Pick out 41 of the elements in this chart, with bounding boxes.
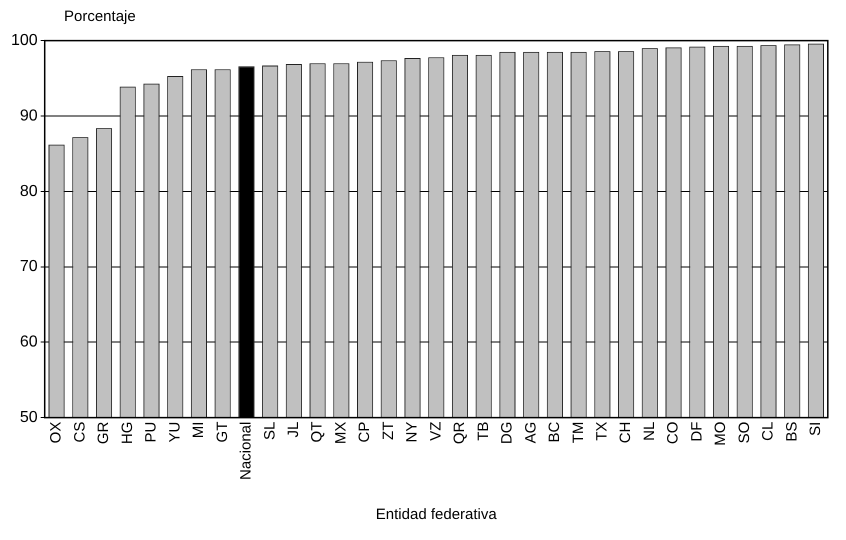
y-tick-label: 60 [20,334,38,351]
x-tick-label: GT [214,422,231,442]
x-tick-label: DF [688,422,706,442]
x-tick-label: MI [190,422,208,438]
x-tick-label: CL [760,422,777,441]
x-tick-label: PU [142,422,160,442]
y-tick-label: 80 [20,182,38,200]
x-tick-label: TB [474,422,492,441]
x-tick-label: CP [356,422,374,442]
y-tick-label: 70 [20,258,38,276]
x-tick-label: TX [594,422,611,441]
x-tick-label: Nacional [238,422,255,480]
x-tick-label: JL [285,422,302,438]
x-tick-label: NY [404,422,421,442]
x-tick-label: OX [48,422,65,444]
x-tick-label: MO [712,422,730,446]
x-axis-title: Entidad federativa [376,506,498,524]
y-axis-title: Porcentaje [64,8,136,25]
x-tick-label: AG [522,422,540,444]
x-tick-label: HG [118,422,136,444]
x-tick-label: BS [783,422,800,442]
x-tick-label: TM [570,422,587,444]
y-tick-label: 90 [20,107,38,124]
x-tick-label: BC [546,421,564,442]
x-tick-label: DG [498,422,516,444]
x-tick-label: GR [95,421,112,444]
x-tick-label: CO [664,422,682,444]
x-tick-label: VZ [427,422,444,441]
x-tick-label: CS [71,422,88,442]
x-tick-label: SI [807,422,824,436]
x-tick-label: CH [617,422,634,444]
x-tick-label: NL [640,422,658,441]
x-tick-label: YU [166,422,184,442]
x-tick-label: ZT [380,422,397,440]
x-tick-label: SO [736,422,753,444]
y-tick-label: 50 [20,409,38,426]
x-tick-label: SL [261,422,278,440]
x-tick-label: MX [332,422,350,444]
y-tick-label: 100 [10,32,38,50]
x-tick-label: QT [308,422,326,442]
x-tick-label: QR [451,421,468,444]
